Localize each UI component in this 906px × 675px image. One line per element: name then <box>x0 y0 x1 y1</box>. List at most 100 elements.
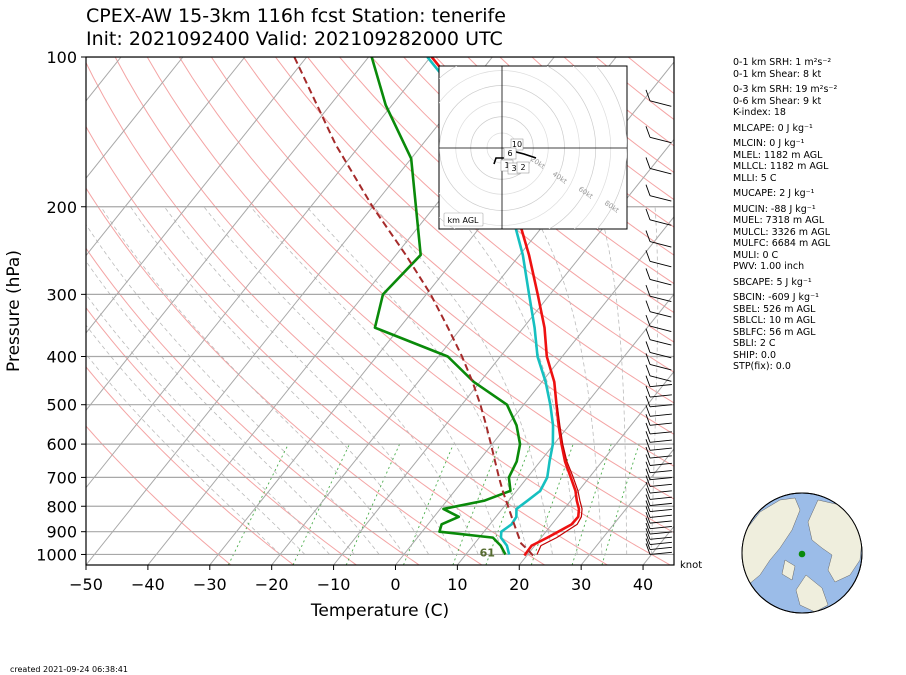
moist-adiabat <box>86 353 281 555</box>
chart-title-line1: CPEX-AW 15-3km 116h fcst Station: teneri… <box>86 5 506 27</box>
wind-barb <box>645 454 672 466</box>
profile-lines <box>293 57 583 557</box>
station-marker <box>798 550 806 558</box>
dry-adiabat <box>178 57 674 500</box>
wind-barb <box>645 538 672 550</box>
created-timestamp: created 2021-09-24 06:38:41 <box>10 665 128 674</box>
moist-adiabat <box>529 206 603 555</box>
series-temperature <box>430 57 581 557</box>
hodograph-height-label: 2 <box>516 161 530 174</box>
stat-line: K-index: 18 <box>733 107 786 118</box>
wind-barb <box>645 284 672 303</box>
wind-barb <box>645 488 672 500</box>
moist-adiabat <box>86 260 355 555</box>
isotherm <box>395 216 674 565</box>
dry-adiabat <box>86 247 420 565</box>
dry-adiabat <box>403 57 674 285</box>
y-tick-label: 600 <box>46 435 77 454</box>
wind-barb <box>645 500 672 513</box>
y-tick-label: 300 <box>46 285 77 304</box>
dry-adiabat <box>242 57 674 435</box>
wind-barb <box>645 446 672 459</box>
dry-adiabat <box>86 125 545 565</box>
wind-barb <box>645 341 672 359</box>
isotherm <box>518 370 674 565</box>
wind-barb <box>645 543 672 555</box>
stat-line: SBLI: 2 C <box>733 338 776 349</box>
dry-adiabat <box>86 425 232 565</box>
wind-barb <box>645 461 672 474</box>
stat-line: PWV: 1.00 inch <box>733 261 805 272</box>
isotherm <box>86 57 246 257</box>
wind-barb <box>645 511 672 524</box>
wind-barb <box>645 439 672 451</box>
chart-title-line2: Init: 2021092400 Valid: 202109282000 UTC <box>86 28 503 50</box>
wind-barb <box>645 364 672 382</box>
mixing-ratio-line <box>403 443 454 565</box>
wind-barb <box>645 268 672 286</box>
wind-unit-label: knot <box>680 560 703 571</box>
y-tick-label: 400 <box>46 348 77 367</box>
wind-barb <box>645 414 672 426</box>
dry-adiabat <box>275 57 674 404</box>
wind-barb <box>645 431 672 443</box>
stat-line: STP(fix): 0.0 <box>733 361 791 372</box>
wind-barb <box>645 230 672 248</box>
x-tick-label: −50 <box>69 575 103 594</box>
y-tick-label: 500 <box>46 396 77 415</box>
wind-barbs <box>645 89 672 555</box>
moist-adiabat <box>676 207 701 555</box>
x-tick-label: −10 <box>317 575 351 594</box>
wind-barb <box>645 126 672 144</box>
dry-adiabat <box>86 366 294 565</box>
y-tick-label: 100 <box>46 48 77 67</box>
isotherm <box>580 448 674 565</box>
stat-line: SBCAPE: 5 J kg⁻¹ <box>733 276 812 288</box>
wind-barb <box>645 405 672 417</box>
y-tick-label: 1000 <box>36 545 77 564</box>
dry-adiabat <box>371 57 674 314</box>
stat-line: MULCL: 3326 m AGL <box>733 226 831 238</box>
mixing-ratio-line <box>345 443 401 565</box>
isotherm <box>86 57 493 565</box>
isotherm <box>86 57 431 489</box>
mixing-ratio-line <box>452 443 501 565</box>
wind-barb <box>645 328 672 346</box>
dry-adiabat <box>86 61 608 565</box>
series-virtual_temperature <box>536 404 583 555</box>
dry-adiabat <box>146 57 674 534</box>
y-axis-label: Pressure (hPa) <box>4 250 24 372</box>
x-tick-label: 20 <box>509 575 529 594</box>
wind-barb <box>645 506 672 518</box>
wind-barb <box>645 250 672 268</box>
x-tick-label: 0 <box>390 575 400 594</box>
mixing-ratio-line <box>227 443 289 565</box>
wind-barb <box>645 300 672 318</box>
svg-text:10: 10 <box>512 140 522 149</box>
isotherm <box>456 293 674 565</box>
stat-line: SBEL: 526 m AGL <box>733 303 816 315</box>
dry-adiabat <box>339 57 674 343</box>
x-tick-label: 30 <box>571 575 591 594</box>
moist-adiabat <box>86 324 306 555</box>
x-tick-label: 10 <box>447 575 467 594</box>
stat-line: MLLI: 5 C <box>733 172 777 184</box>
y-axis: 100 200 300 400 500 600 700 800 900 1000 <box>36 48 86 564</box>
wind-barb <box>645 528 672 540</box>
stat-line: MULFC: 6684 m AGL <box>733 238 831 249</box>
x-tick-label: 40 <box>633 575 653 594</box>
wind-barb <box>645 157 672 175</box>
y-tick-label: 200 <box>46 198 77 217</box>
wind-barb <box>645 395 672 408</box>
moist-adiabat <box>100 206 405 555</box>
stat-line: SBLCL: 10 m AGL <box>733 315 816 326</box>
stat-line: 0-1 km SRH: 1 m²s⁻² <box>733 57 832 68</box>
wind-barb <box>645 475 672 487</box>
stat-line: MUCAPE: 2 J kg⁻¹ <box>733 188 815 199</box>
wind-barb <box>645 494 672 507</box>
wind-barb <box>645 468 672 481</box>
y-tick-label: 800 <box>46 497 77 516</box>
dry-adiabat <box>86 187 483 565</box>
